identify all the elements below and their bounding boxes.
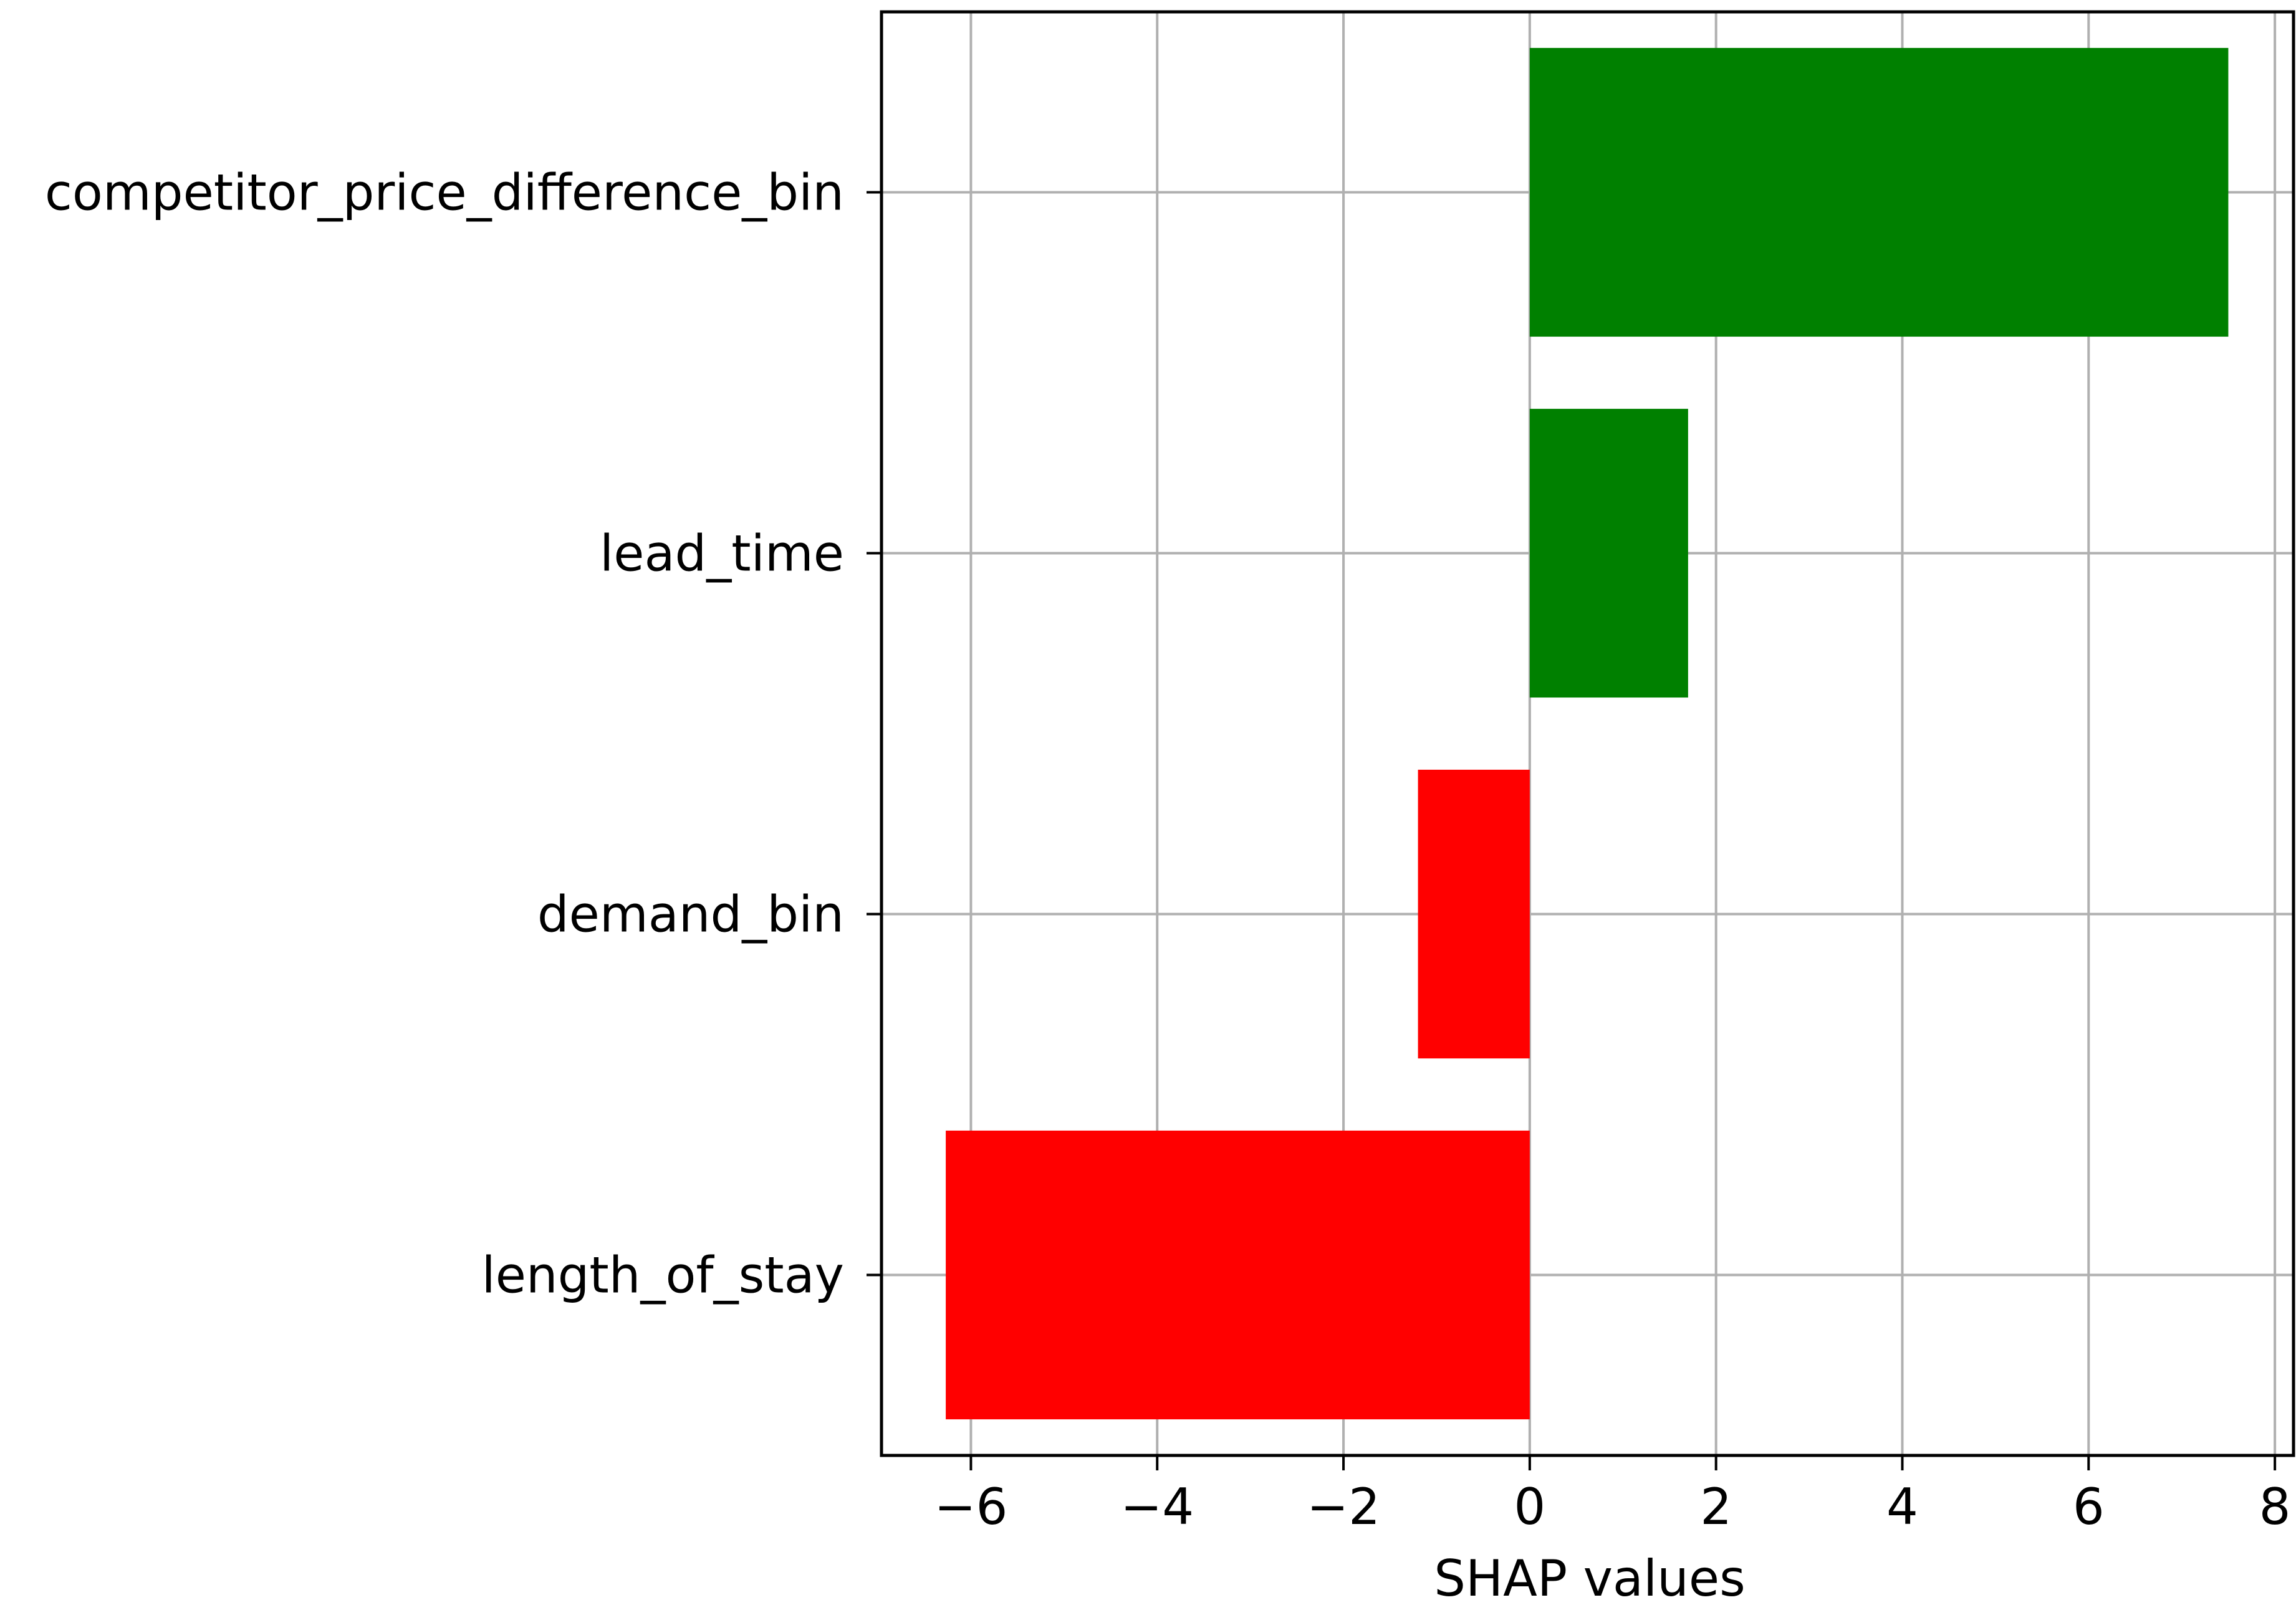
y-tick-label: lead_time xyxy=(600,525,844,583)
plot-frame xyxy=(880,10,2295,1457)
x-tick-label: 6 xyxy=(2073,1478,2105,1536)
bar-competitor-price-difference-bin xyxy=(1529,47,2229,337)
x-tick-label: 2 xyxy=(1700,1478,1732,1536)
axis-ticks: −6 −4 −2 0 2 4 6 8 competitor_price_difference_b… xyxy=(45,164,2291,1536)
x-tick-label: −6 xyxy=(934,1478,1007,1536)
bar-lead-time xyxy=(1529,408,1688,698)
bar-length-of-stay xyxy=(946,1130,1530,1420)
y-tick-label: length_of_stay xyxy=(481,1247,844,1305)
bars xyxy=(946,47,2229,1420)
y-tick-label: competitor_price_difference_bin xyxy=(45,164,844,222)
x-axis-label: SHAP values xyxy=(1434,1550,1746,1608)
x-tick-label: −4 xyxy=(1120,1478,1194,1536)
x-tick-label: 8 xyxy=(2259,1478,2291,1536)
x-tick-label: 0 xyxy=(1514,1478,1545,1536)
y-tick-label: demand_bin xyxy=(537,886,844,944)
bar-demand-bin xyxy=(1418,769,1530,1059)
x-tick-label: −2 xyxy=(1307,1478,1380,1536)
x-tick-label: 4 xyxy=(1886,1478,1918,1536)
